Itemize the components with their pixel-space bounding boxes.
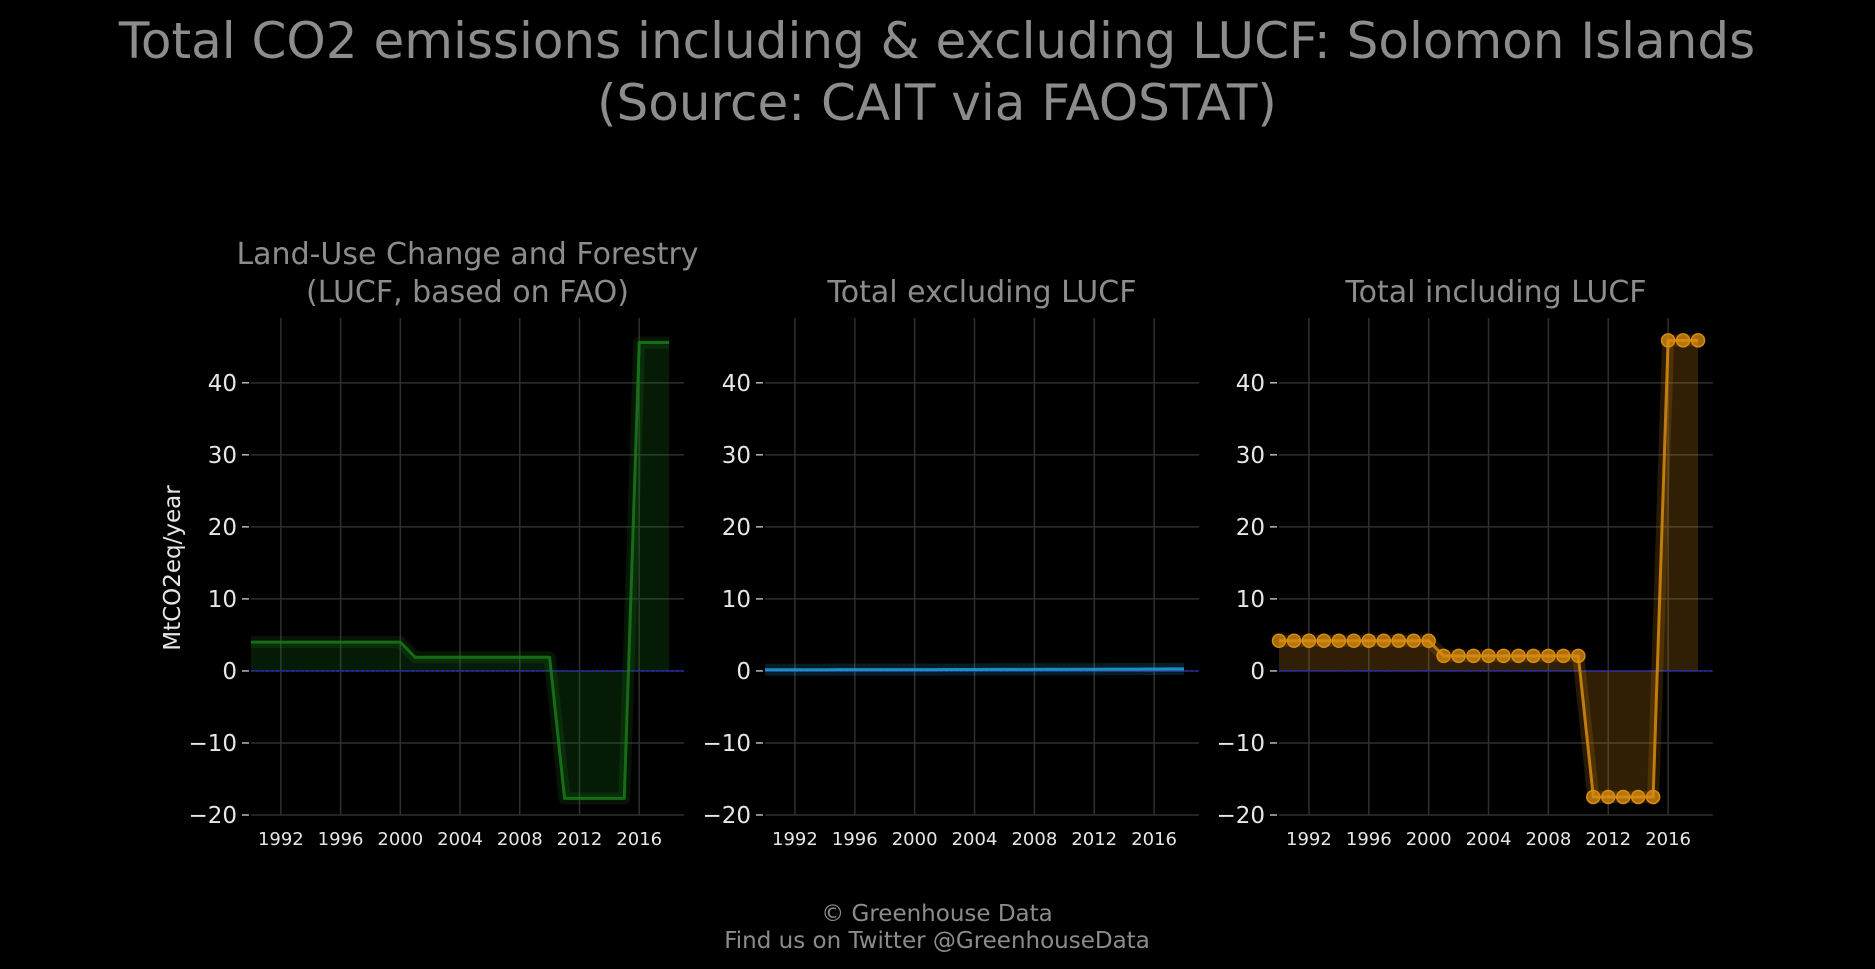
data-point-incl-lucf-1992 [1301,633,1317,648]
xtick-label-excl-lucf-6: 2016 [1131,829,1177,850]
series-line-lucf [251,340,670,800]
data-point-incl-lucf-2003 [1466,648,1481,664]
panel-title-incl-lucf-line-1: Total including LUCF [1344,275,1646,310]
ytick-label-incl-lucf-3: 10 [1236,587,1265,613]
ytick-label-incl-lucf-1: −10 [1216,731,1265,757]
panel-excl-lucf: Total excluding LUCF −20 −10 0 10 20 30 40 1992 1… [702,275,1199,850]
xtick-label-incl-lucf-5: 2012 [1585,829,1631,850]
data-point-incl-lucf-2016 [1660,333,1676,348]
data-point-incl-lucf-2017 [1675,333,1691,348]
data-point-incl-lucf-1996 [1361,633,1377,648]
xtick-label-lucf-3: 2004 [437,829,483,850]
ytick-label-incl-lucf-2: 0 [1250,659,1265,685]
ytick-label-excl-lucf-1: −10 [702,731,751,757]
ytick-label-excl-lucf-5: 30 [722,443,751,469]
data-point-incl-lucf-2008 [1541,648,1556,664]
xtick-label-lucf-4: 2008 [497,829,543,850]
xtick-label-lucf-2: 2000 [377,829,423,850]
ytick-label-lucf-1: −10 [188,731,237,757]
xtick-label-incl-lucf-2: 2000 [1406,829,1452,850]
ytick-label-incl-lucf-0: −20 [1216,803,1265,829]
ytick-label-lucf-5: 30 [208,443,237,469]
xtick-label-incl-lucf-0: 1992 [1286,829,1332,850]
data-point-incl-lucf-2005 [1496,648,1511,664]
data-point-incl-lucf-2018 [1690,333,1706,348]
data-point-incl-lucf-2007 [1526,648,1541,664]
xtick-label-excl-lucf-3: 2004 [952,829,998,850]
data-point-incl-lucf-2009 [1556,648,1571,664]
data-point-incl-lucf-1997 [1376,633,1392,648]
xtick-label-lucf-6: 2016 [616,829,662,850]
footer-twitter: Find us on Twitter @GreenhouseData [724,928,1150,954]
xtick-label-excl-lucf-2: 2000 [892,829,938,850]
y-axis-label: MtCO2eq/year [160,485,186,651]
ytick-label-lucf-0: −20 [188,803,237,829]
data-point-incl-lucf-1999 [1406,633,1421,648]
data-point-incl-lucf-2014 [1630,789,1646,805]
series-area-lucf [251,342,670,799]
figure-title-line-2: (Source: CAIT via FAOSTAT) [597,74,1277,132]
ytick-label-excl-lucf-6: 40 [722,371,751,397]
data-point-incl-lucf-2004 [1481,648,1496,664]
data-point-incl-lucf-1998 [1391,633,1406,648]
panel-title-lucf-line-2: (LUCF, based on FAO) [306,275,629,310]
series-line-excl-lucf [765,667,1185,672]
series-area-incl-lucf [1279,340,1699,797]
xtick-label-excl-lucf-0: 1992 [772,829,818,850]
panel-incl-lucf: Total including LUCF −20 −10 0 10 20 30 40 1992 1… [1216,275,1713,850]
data-point-incl-lucf-2011 [1586,789,1601,805]
xtick-label-lucf-1: 1996 [318,829,364,850]
xtick-label-excl-lucf-5: 2012 [1071,829,1117,850]
xtick-label-excl-lucf-1: 1996 [832,829,878,850]
panel-lucf: Land-Use Change and Forestry(LUCF, based… [188,237,698,850]
ytick-label-incl-lucf-4: 20 [1236,515,1265,541]
panel-title-lucf-line-1: Land-Use Change and Forestry [236,237,698,272]
ytick-label-excl-lucf-2: 0 [736,659,751,685]
ytick-label-lucf-4: 20 [208,515,237,541]
data-point-incl-lucf-2012 [1600,789,1616,805]
ytick-label-excl-lucf-4: 20 [722,515,751,541]
xtick-label-lucf-0: 1992 [258,829,304,850]
data-point-incl-lucf-1993 [1316,633,1332,648]
data-point-incl-lucf-2001 [1436,648,1451,664]
data-point-incl-lucf-1991 [1286,633,1302,648]
data-point-incl-lucf-2015 [1645,789,1661,805]
data-point-incl-lucf-1990 [1271,633,1287,648]
footer-copyright: © Greenhouse Data [821,901,1053,927]
xtick-label-excl-lucf-4: 2008 [1011,829,1057,850]
data-point-incl-lucf-2000 [1421,633,1436,648]
data-point-incl-lucf-1994 [1331,633,1347,648]
xtick-label-incl-lucf-3: 2004 [1466,829,1512,850]
panel-title-excl-lucf-line-1: Total excluding LUCF [827,275,1137,310]
ytick-label-lucf-2: 0 [222,659,237,685]
ytick-label-incl-lucf-6: 40 [1236,371,1265,397]
xtick-label-incl-lucf-1: 1996 [1346,829,1392,850]
chart-panels: Land-Use Change and Forestry(LUCF, based… [188,237,1713,850]
figure-title-line-1: Total CO2 emissions including & excludin… [118,12,1755,70]
ytick-label-excl-lucf-0: −20 [702,803,751,829]
data-point-incl-lucf-2002 [1451,648,1466,664]
data-point-incl-lucf-2010 [1571,648,1586,664]
ytick-label-lucf-3: 10 [208,587,237,613]
xtick-label-incl-lucf-4: 2008 [1525,829,1571,850]
data-point-incl-lucf-2006 [1511,648,1526,664]
xtick-label-lucf-5: 2012 [557,829,603,850]
ytick-label-excl-lucf-3: 10 [722,587,751,613]
data-point-incl-lucf-2013 [1615,789,1631,805]
ytick-label-lucf-6: 40 [208,371,237,397]
ytick-label-incl-lucf-5: 30 [1236,443,1265,469]
data-point-incl-lucf-1995 [1346,633,1362,648]
xtick-label-incl-lucf-6: 2016 [1645,829,1691,850]
